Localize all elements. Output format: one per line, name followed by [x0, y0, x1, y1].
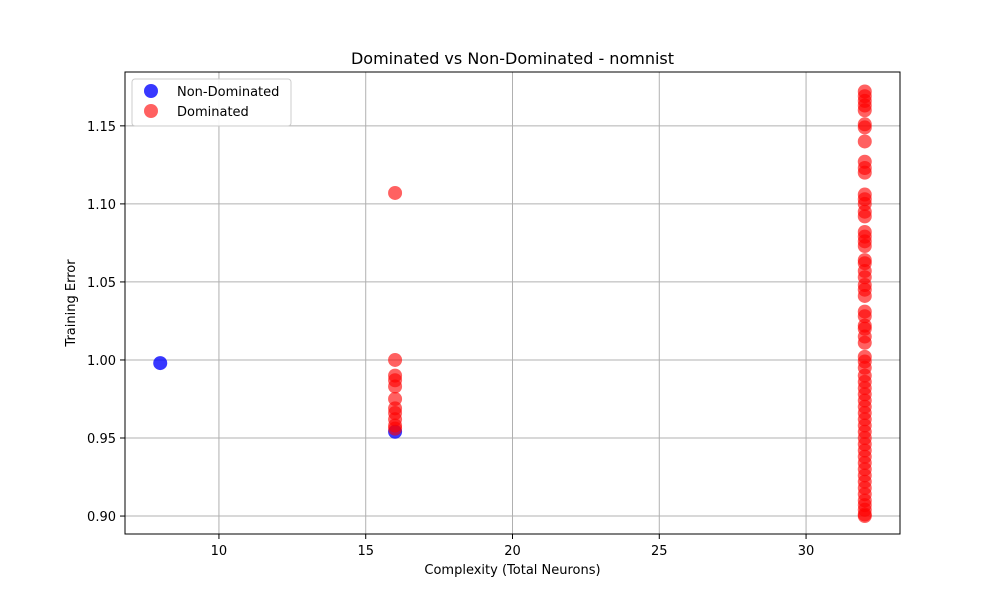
- legend-label: Dominated: [177, 105, 249, 120]
- y-tick-label: 0.90: [87, 510, 116, 525]
- legend: Non-Dominated Dominated: [131, 78, 292, 127]
- dominated-point: [388, 379, 403, 394]
- y-tick-label: 0.95: [87, 432, 116, 447]
- dominated-point: [388, 421, 403, 436]
- chart-title: Dominated vs Non-Dominated - nomnist: [351, 49, 674, 68]
- dominated-point: [857, 103, 872, 118]
- dominated-point: [857, 165, 872, 180]
- dominated-point: [857, 134, 872, 149]
- dominated-point: [857, 288, 872, 303]
- dominated-point: [857, 120, 872, 135]
- legend-marker: [144, 84, 158, 98]
- dominated-point: [857, 509, 872, 524]
- y-tick-label: 1.00: [87, 354, 116, 369]
- legend-box: [131, 78, 292, 127]
- y-axis-label: Training Error: [64, 259, 79, 348]
- legend-label: Non-Dominated: [177, 85, 279, 100]
- non-dominated-point: [153, 356, 168, 371]
- legend-marker: [144, 104, 158, 118]
- x-tick-label: 15: [357, 544, 374, 559]
- grid-layer: [125, 72, 900, 534]
- points-layer: [153, 84, 872, 524]
- dominated-point: [388, 185, 403, 200]
- x-tick-label: 25: [651, 544, 668, 559]
- dominated-point: [857, 335, 872, 350]
- x-tick-label: 10: [211, 544, 228, 559]
- dominated-point: [857, 239, 872, 254]
- x-tick-label: 30: [798, 544, 815, 559]
- ticks-layer: 10 15 20 25 30 0.90 0.95 1.00 1.05 1.10 1.15: [87, 120, 814, 559]
- x-tick-label: 20: [504, 544, 521, 559]
- dominated-point: [388, 352, 403, 367]
- dominated-point: [857, 209, 872, 224]
- y-tick-label: 1.10: [87, 198, 116, 213]
- y-tick-label: 1.15: [87, 120, 116, 135]
- y-tick-label: 1.05: [87, 276, 116, 291]
- x-axis-label: Complexity (Total Neurons): [424, 563, 600, 578]
